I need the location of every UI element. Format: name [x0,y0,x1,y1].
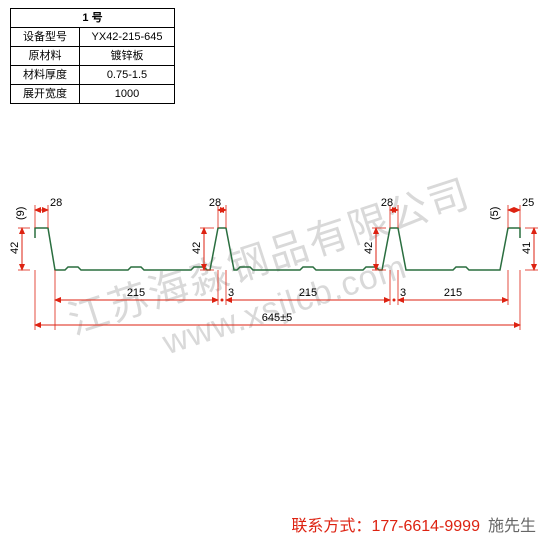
contact-phone: 177-6614-9999 [371,518,480,535]
dim-overall: 645±5 [262,312,293,324]
dim-paren-right: (5) [489,207,501,220]
spec-label: 设备型号 [11,28,80,47]
contact-name: 施先生 [488,518,536,535]
spec-value: 0.75-1.5 [80,66,175,85]
table-row: 材料厚度0.75-1.5 [11,66,175,85]
spec-value: 1000 [80,85,175,104]
table-row: 展开宽度1000 [11,85,175,104]
spec-table: 1 号 设备型号YX42-215-645 原材料镀锌板 材料厚度0.75-1.5… [10,8,175,104]
spec-value: 镀锌板 [80,47,175,66]
spec-label: 原材料 [11,47,80,66]
dim-paren-left: (9) [15,207,27,220]
profile-drawing: 28 28 28 25 (9) (5) 42 42 42 41 215 3 21… [0,150,550,370]
dim-h-4: 41 [521,242,533,254]
table-row: 设备型号YX42-215-645 [11,28,175,47]
table-row: 原材料镀锌板 [11,47,175,66]
dim-top-4: 25 [522,197,534,209]
dim-top-3: 28 [381,197,393,209]
spec-label: 展开宽度 [11,85,80,104]
dim-h-2: 42 [191,242,203,254]
dim-h-3: 42 [363,242,375,254]
spec-label: 材料厚度 [11,66,80,85]
spec-title: 1 号 [11,9,175,28]
dim-sec-3: 215 [444,287,462,299]
dim-h-1: 42 [9,242,21,254]
dim-gap-2: 3 [400,287,406,299]
dim-top-1: 28 [50,197,62,209]
dim-sec-2: 215 [299,287,317,299]
dim-top-2: 28 [209,197,221,209]
contact-label: 联系方式： [291,518,371,535]
spec-value: YX42-215-645 [80,28,175,47]
profile-outline [35,228,520,270]
contact-line: 联系方式：177-6614-9999 施先生 [291,512,536,536]
dim-gap-1: 3 [228,287,234,299]
dim-sec-1: 215 [127,287,145,299]
